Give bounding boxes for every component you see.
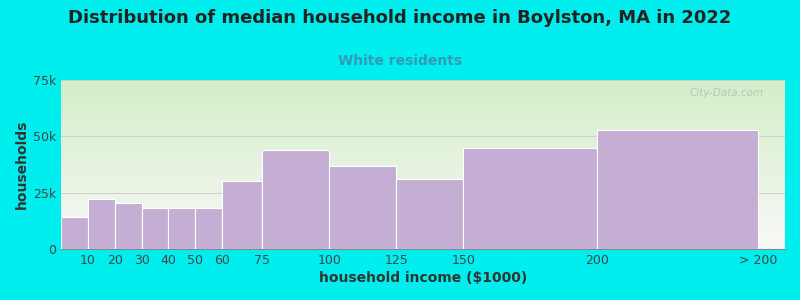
Text: City-Data.com: City-Data.com <box>689 88 763 98</box>
Bar <box>195 208 222 249</box>
Bar <box>169 208 195 249</box>
Text: White residents: White residents <box>338 54 462 68</box>
X-axis label: household income ($1000): household income ($1000) <box>319 271 527 285</box>
Bar <box>222 182 262 249</box>
Y-axis label: households: households <box>15 120 29 209</box>
Bar <box>330 166 396 249</box>
Bar <box>598 130 758 249</box>
Bar <box>142 208 169 249</box>
Bar <box>463 148 598 249</box>
Bar <box>262 150 330 249</box>
Bar <box>115 203 142 249</box>
Bar <box>88 200 115 249</box>
Bar <box>62 218 88 249</box>
Bar <box>396 179 463 249</box>
Text: Distribution of median household income in Boylston, MA in 2022: Distribution of median household income … <box>68 9 732 27</box>
